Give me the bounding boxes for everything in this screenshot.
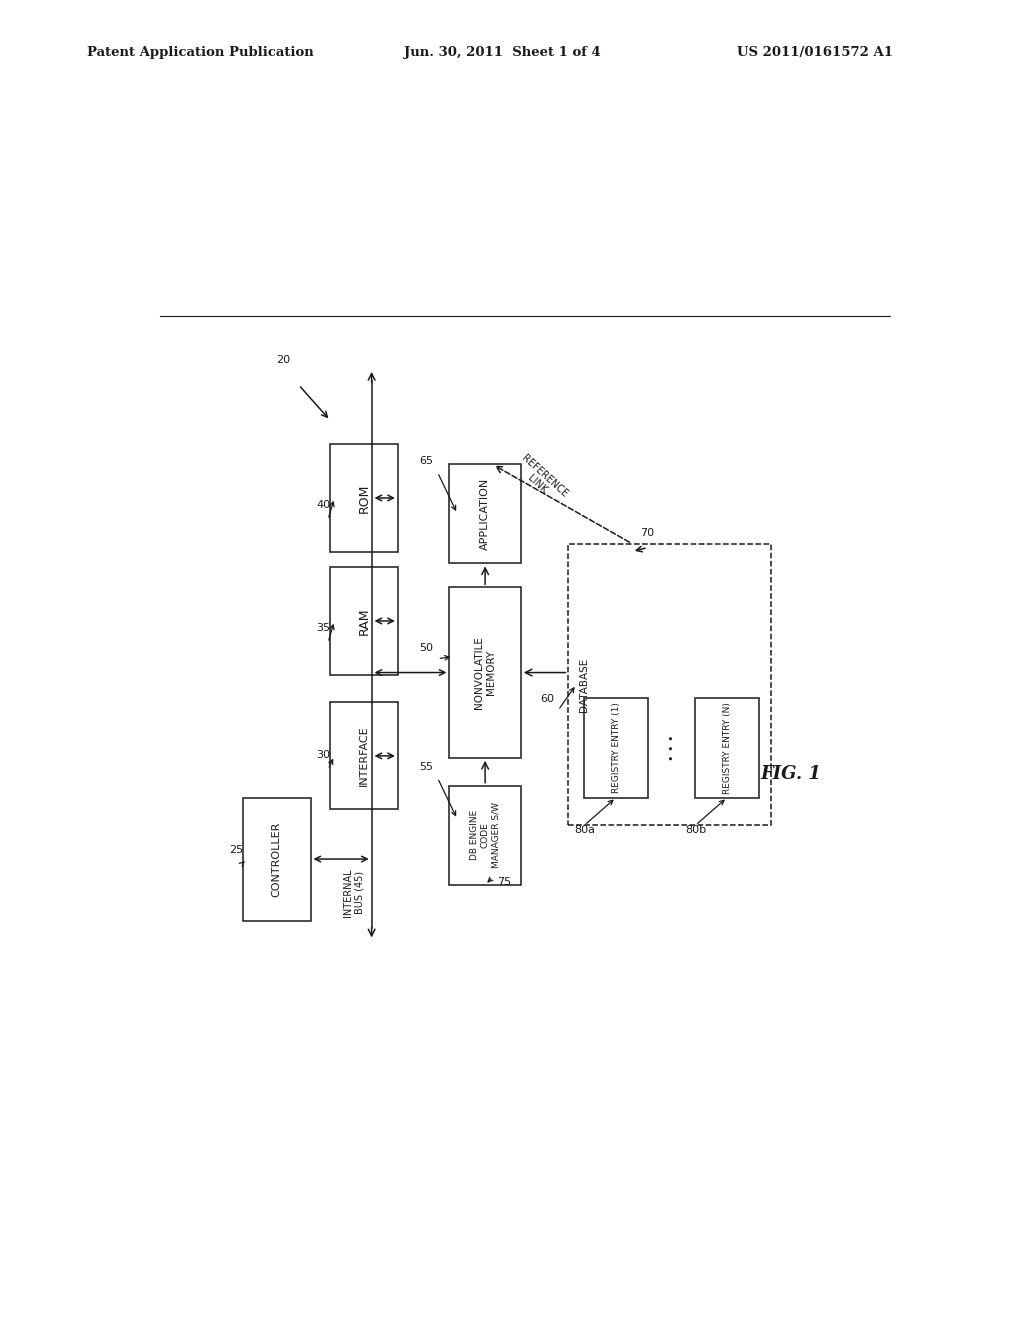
Text: • • •: • • • (667, 735, 677, 762)
Bar (450, 785, 521, 884)
Bar (331, 702, 398, 809)
Bar (695, 698, 759, 797)
Text: 30: 30 (316, 750, 330, 760)
Text: 55: 55 (420, 762, 433, 772)
Text: DB ENGINE
CODE
MANAGER S/W: DB ENGINE CODE MANAGER S/W (470, 803, 500, 869)
Text: 80a: 80a (573, 825, 595, 836)
Bar (450, 587, 521, 758)
Text: REGISTRY ENTRY (1): REGISTRY ENTRY (1) (611, 702, 621, 793)
Text: DATABASE: DATABASE (579, 657, 589, 711)
Text: Jun. 30, 2011  Sheet 1 of 4: Jun. 30, 2011 Sheet 1 of 4 (404, 46, 601, 59)
Text: 25: 25 (228, 845, 243, 855)
Text: ROM: ROM (357, 483, 371, 512)
Text: 70: 70 (640, 528, 654, 537)
Bar (585, 698, 648, 797)
Bar (331, 445, 398, 552)
Text: INTERNAL
BUS (45): INTERNAL BUS (45) (343, 869, 365, 916)
Text: REGISTRY ENTRY (N): REGISTRY ENTRY (N) (723, 702, 732, 793)
Text: NONVOLATILE
MEMORY: NONVOLATILE MEMORY (474, 636, 496, 709)
Bar (568, 544, 771, 825)
Text: 40: 40 (316, 500, 330, 510)
Text: US 2011/0161572 A1: US 2011/0161572 A1 (737, 46, 893, 59)
Bar (450, 465, 521, 564)
Text: Patent Application Publication: Patent Application Publication (87, 46, 313, 59)
Text: INTERFACE: INTERFACE (359, 726, 369, 787)
Bar (331, 568, 398, 675)
Text: 20: 20 (275, 355, 290, 366)
Text: 75: 75 (497, 876, 511, 887)
Text: 50: 50 (420, 643, 433, 652)
Text: FIG. 1: FIG. 1 (760, 764, 821, 783)
Text: APPLICATION: APPLICATION (480, 478, 490, 550)
Text: RAM: RAM (357, 607, 371, 635)
Text: CONTROLLER: CONTROLLER (271, 821, 282, 896)
Text: 60: 60 (541, 694, 554, 705)
Bar (243, 797, 310, 920)
Text: 35: 35 (316, 623, 330, 632)
Text: REFERENCE
LINK: REFERENCE LINK (512, 453, 569, 507)
Text: 80b: 80b (685, 825, 706, 836)
Text: 65: 65 (420, 457, 433, 466)
